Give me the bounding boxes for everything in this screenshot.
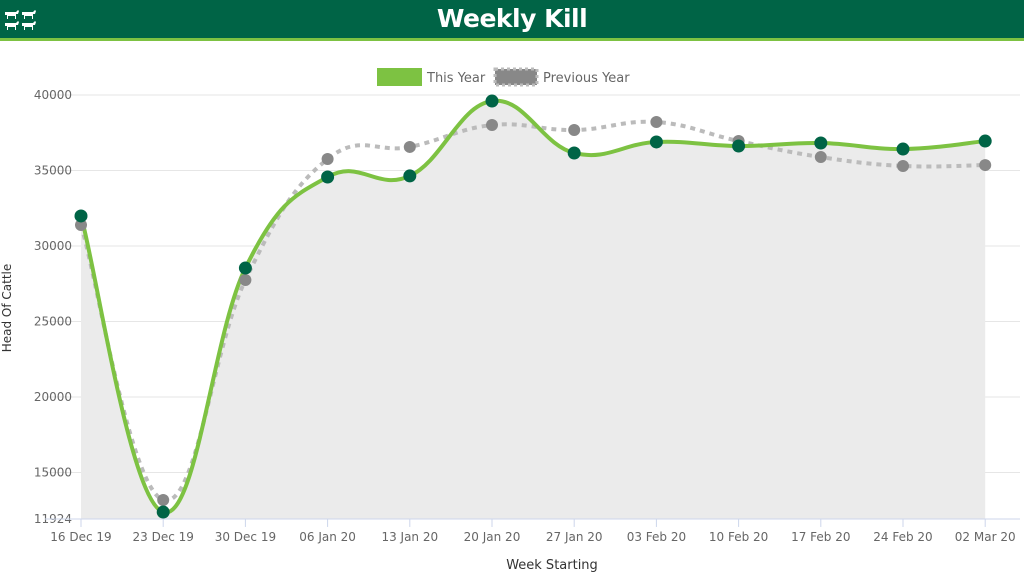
x-tick-label: 30 Dec 19 [215,530,276,544]
y-tick-label: 25000 [34,315,72,329]
page-title: Weekly Kill [436,4,588,33]
this-year-point [403,169,417,183]
x-tick-label: 27 Jan 20 [546,530,603,544]
previous-year-point [157,493,170,506]
legend-label-this-year[interactable]: This Year [426,71,486,86]
previous-year-point [897,159,909,172]
cattle-icon [5,10,36,30]
legend-label-previous-year[interactable]: Previous Year [543,71,630,86]
x-tick-label: 02 Mar 20 [955,530,1016,544]
this-year-point [485,94,499,108]
previous-year-point [239,273,252,286]
x-tick-label: 10 Feb 20 [709,530,768,544]
this-year-point [74,209,88,223]
previous-year-point [814,151,827,164]
y-tick-label: 15000 [34,466,72,480]
previous-year-point [568,124,581,137]
previous-year-point [650,116,663,129]
previous-year-point [979,159,992,172]
this-year-point [238,261,252,275]
this-year-point [814,136,828,150]
y-tick-label: 20000 [34,390,72,404]
x-tick-label: 24 Feb 20 [873,530,932,544]
legend-swatch-previous-year[interactable] [493,67,539,87]
x-tick-label: 03 Feb 20 [627,530,686,544]
this-year-point [732,139,746,153]
this-year-point [978,134,992,148]
header: Weekly Kill [0,0,1024,41]
previous-year-point [486,119,498,132]
x-tick-label: 20 Jan 20 [464,530,521,544]
this-year-point [567,146,581,160]
x-axis-label: Week Starting [506,558,598,573]
y-tick-label: 40000 [34,88,72,102]
y-axis-label: Head Of Cattle [0,264,14,353]
x-tick-label: 17 Feb 20 [791,530,850,544]
x-tick-label: 13 Jan 20 [381,530,438,544]
y-tick-label: 30000 [34,239,72,253]
area-fill [81,100,986,519]
this-year-point [896,142,910,156]
y-tick-label: 35000 [34,164,72,178]
legend: This Year Previous Year [377,67,630,87]
this-year-point [649,135,663,149]
legend-swatch-this-year[interactable] [377,68,422,86]
x-tick-label: 06 Jan 20 [299,530,356,544]
previous-year-point [321,153,334,166]
x-tick-label: 23 Dec 19 [133,530,194,544]
this-year-point [321,170,335,184]
this-year-point [156,505,170,519]
previous-year-point [403,140,416,153]
previous-year-point [75,219,87,232]
this-year-line [79,99,986,515]
x-tick-label: 16 Dec 19 [50,530,111,544]
